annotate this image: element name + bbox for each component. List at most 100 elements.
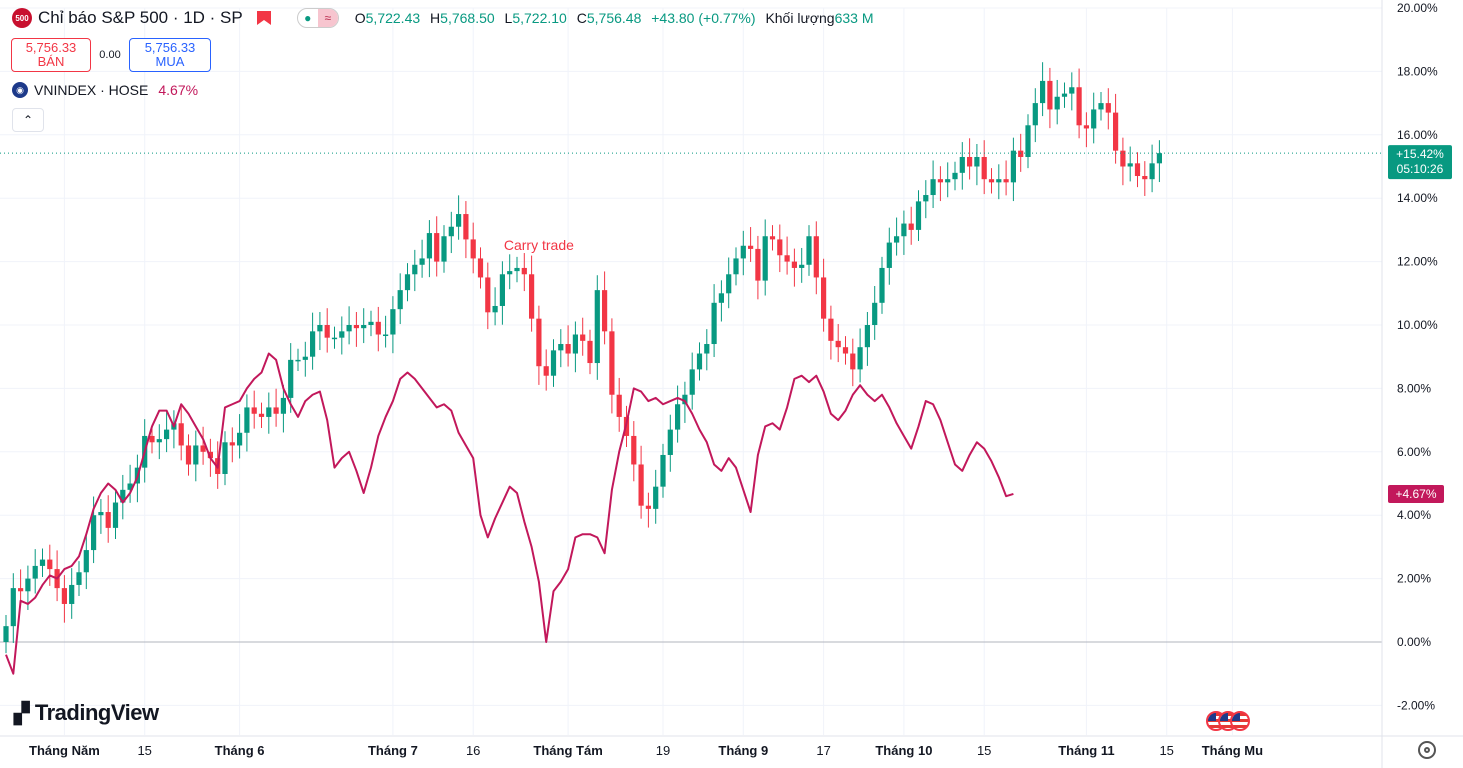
candle-body (361, 325, 367, 329)
x-tick-label: 16 (466, 743, 480, 758)
current-price-countdown: 05:10:26 (1397, 162, 1444, 176)
y-tick-label: -2.00% (1397, 698, 1435, 712)
flag-icon[interactable] (256, 11, 271, 25)
candle-body (1010, 150, 1016, 183)
candle-body (1083, 125, 1089, 129)
candle-body (32, 565, 38, 579)
us-flag-icon[interactable] (1230, 711, 1250, 731)
candle-body (901, 223, 907, 237)
candle-body (456, 214, 462, 227)
x-tick-label: Tháng Mu (1202, 743, 1263, 758)
candle-body (229, 442, 235, 446)
candle-body (244, 407, 250, 433)
candle-body (463, 214, 469, 240)
current-price-value: +15.42% (1396, 147, 1444, 161)
candle-body (711, 302, 717, 345)
candle-body (952, 172, 958, 180)
candle-body (98, 512, 104, 516)
candle-body (806, 236, 812, 265)
candle-body (105, 512, 111, 528)
candle-body (237, 432, 243, 446)
open-label: O (354, 10, 366, 26)
compare-legend[interactable]: ◉ VNINDEX · HOSE 4.67% (12, 82, 198, 98)
status-pill[interactable]: ● ≈ (296, 8, 339, 28)
y-tick-label: 4.00% (1397, 508, 1431, 522)
wave-icon[interactable]: ≈ (317, 9, 338, 27)
candle-body (514, 267, 520, 272)
candle-body (18, 588, 24, 592)
y-tick-label: 12.00% (1397, 255, 1438, 269)
x-tick-label: Tháng Năm (29, 743, 100, 758)
candle-body (996, 179, 1002, 183)
candle-body (558, 344, 564, 351)
candle-body (1032, 103, 1038, 126)
candle-body (1025, 125, 1031, 157)
candle-body (821, 277, 827, 319)
candle-body (178, 423, 184, 446)
candle-body (331, 337, 338, 340)
sell-button[interactable]: 5,756.33 BÁN (11, 38, 91, 72)
tradingview-logo[interactable]: ▞ TradingView (14, 700, 159, 726)
compare-series (5, 352, 1014, 675)
time-axis[interactable]: Tháng Năm 15 Tháng 6 Tháng 7 16 Tháng Tám 19 Th… (0, 735, 1463, 758)
candle-body (675, 404, 681, 430)
candle-body (521, 267, 527, 275)
collapse-legend-button[interactable]: ⌃ (12, 108, 44, 132)
brand-name: TradingView (34, 700, 159, 725)
buy-label: MUA (155, 54, 185, 69)
candle-body (120, 489, 126, 503)
candle-body (967, 156, 973, 167)
candle-body (426, 233, 432, 259)
candle-body (266, 407, 272, 417)
candle-body (857, 347, 863, 370)
candle-body (10, 588, 16, 627)
candle-body (726, 274, 732, 294)
candle-body (762, 236, 768, 281)
candle-body (653, 486, 659, 509)
symbol-title[interactable]: Chỉ báo S&P 500 · 1D · SP (38, 8, 243, 27)
chart-annotation: Carry trade (504, 237, 574, 253)
spread-value: 0.00 (99, 49, 121, 61)
candle-body (1069, 87, 1075, 94)
open-value: 5,722.43 (365, 10, 421, 26)
candle-series (3, 62, 1162, 654)
buy-button[interactable]: 5,756.33 MUA (129, 38, 211, 72)
candle-body (609, 331, 615, 395)
x-tick-label: 15 (137, 743, 151, 758)
candle-body (923, 195, 929, 202)
x-tick-label: 17 (816, 743, 830, 758)
candle-body (346, 325, 352, 332)
candle-body (1047, 80, 1053, 110)
candle-body (660, 454, 666, 487)
candle-body (1003, 179, 1009, 183)
candle-body (550, 350, 557, 376)
eye-dot-icon[interactable]: ● (304, 11, 312, 25)
y-tick-label: 0.00% (1397, 635, 1431, 649)
candle-body (251, 407, 257, 414)
compare-value-label (1388, 484, 1444, 503)
x-tick-label: Tháng 9 (718, 743, 768, 758)
candle-body (755, 248, 761, 281)
current-price-label (1388, 145, 1452, 180)
high-value: 5,768.50 (440, 10, 495, 26)
candle-body (1149, 163, 1155, 180)
candle-body (594, 290, 600, 364)
candle-body (784, 255, 790, 262)
candle-body (667, 429, 673, 455)
sell-label: BÁN (37, 54, 65, 69)
price-axis[interactable]: 20.00% 18.00% 16.00% 14.00% 12.00% 10.00% 8.00… (1381, 0, 1438, 768)
candle-body (1091, 109, 1097, 129)
tradingview-logo-icon: ▞ (14, 702, 29, 725)
candle-body (412, 264, 418, 275)
candle-body (930, 179, 936, 196)
candle-body (404, 274, 411, 291)
candle-body (959, 156, 965, 173)
candle-body (945, 179, 951, 183)
candle-body (1105, 103, 1111, 113)
event-flags[interactable] (1206, 711, 1250, 731)
candle-body (718, 293, 724, 303)
settings-icon[interactable] (1418, 741, 1436, 759)
candle-body (507, 271, 513, 275)
candle-body (1054, 96, 1060, 110)
